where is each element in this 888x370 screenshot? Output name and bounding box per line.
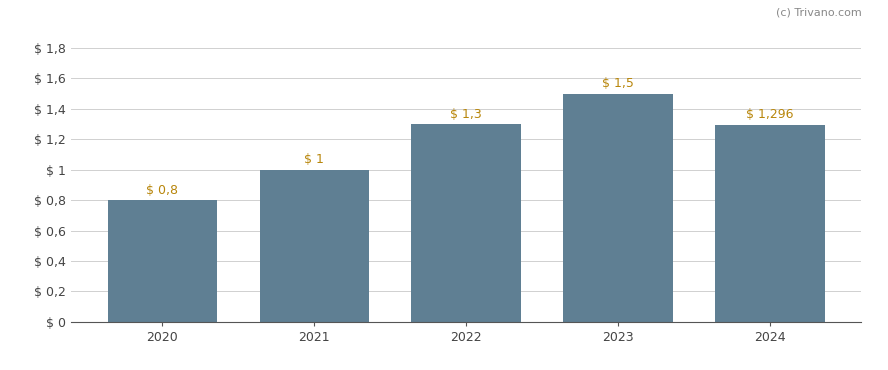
Text: $ 1,5: $ 1,5	[602, 77, 634, 90]
Text: $ 1: $ 1	[305, 153, 324, 166]
Text: $ 0,8: $ 0,8	[147, 184, 178, 197]
Text: (c) Trivano.com: (c) Trivano.com	[775, 8, 861, 18]
Bar	[107, 200, 217, 322]
Text: $ 1,296: $ 1,296	[747, 108, 794, 121]
Text: $ 1,3: $ 1,3	[450, 108, 482, 121]
Bar	[716, 125, 825, 322]
Bar	[259, 170, 369, 322]
Bar	[411, 124, 521, 322]
Bar	[564, 94, 673, 322]
